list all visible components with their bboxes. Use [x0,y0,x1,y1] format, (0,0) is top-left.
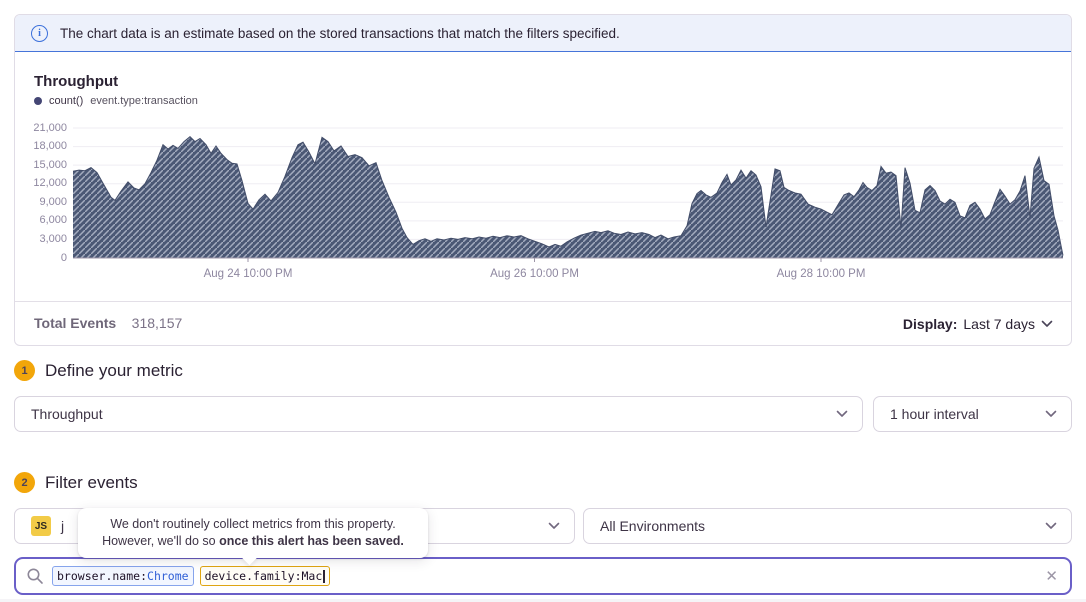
tooltip-line-1: We don't routinely collect metrics from … [110,516,396,531]
text-cursor [323,569,325,583]
environment-select-value: All Environments [600,518,706,534]
chart-legend: count() event.type:transaction [34,95,198,107]
info-icon: i [31,24,48,42]
tooltip-line-2: However, we'll do so once this alert has… [102,534,404,548]
project-select-value: JS j [15,516,64,536]
display-period-selector[interactable]: Display: Last 7 days [903,316,1053,332]
series-dot-icon [34,97,42,105]
section-define-metric: 1 Define your metric [14,360,183,381]
chart-footer: Total Events 318,157 Display: Last 7 day… [15,301,1071,346]
chevron-down-icon [836,410,848,417]
filter-token-browser-name[interactable]: browser.name: Chrome [52,566,194,586]
y-tick-label: 21,000 [33,121,67,134]
chart-plot[interactable] [72,127,1064,262]
chevron-down-icon [1041,320,1053,327]
step-2-badge: 2 [14,472,35,493]
chevron-down-icon [1045,522,1057,529]
interval-select-value: 1 hour interval [890,406,979,422]
section-1-title: Define your metric [45,360,183,380]
search-filter-input[interactable]: browser.name: Chrome device.family: Mac ✕ [14,557,1072,595]
section-2-title: Filter events [45,472,138,492]
estimate-info-banner: i The chart data is an estimate based on… [15,15,1071,52]
banner-text: The chart data is an estimate based on t… [60,25,620,41]
total-events-label: Total Events [34,315,117,331]
x-tick-label: Aug 24 10:00 PM [203,268,293,280]
y-tick-label: 15,000 [33,158,67,171]
clear-search-icon[interactable]: ✕ [1045,567,1058,585]
metric-select[interactable]: Throughput [14,396,863,432]
throughput-chart[interactable]: 21,000 18,000 15,000 12,000 9,000 6,000 3,000 0… [33,122,1064,280]
search-icon [27,568,43,584]
display-label: Display: [902,316,958,332]
y-tick-label: 3,000 [39,232,67,245]
metric-select-value: Throughput [31,406,103,422]
filter-token-device-family[interactable]: device.family: Mac [199,566,330,586]
page-divider [0,599,1086,602]
step-1-badge: 1 [14,360,35,381]
y-tick-label: 9,000 [39,195,67,208]
total-events: Total Events 318,157 [34,315,182,333]
total-events-value: 318,157 [131,315,183,331]
interval-select[interactable]: 1 hour interval [873,396,1072,432]
y-tick-label: 18,000 [33,140,67,153]
javascript-platform-icon: JS [31,516,51,536]
metrics-tooltip: We don't routinely collect metrics from … [78,508,428,558]
display-value: Last 7 days [963,316,1035,332]
chart-title: Throughput [34,73,119,90]
x-tick-label: Aug 26 10:00 PM [490,268,579,280]
section-filter-events: 2 Filter events [14,472,138,493]
environment-select[interactable]: All Environments [583,508,1072,544]
x-tick-label: Aug 28 10:00 PM [776,268,866,280]
chevron-down-icon [548,522,560,529]
legend-query: event.type:transaction [90,95,198,107]
throughput-panel: i The chart data is an estimate based on… [14,14,1072,346]
legend-aggregate: count() [49,95,84,107]
chevron-down-icon [1045,410,1057,417]
y-tick-label: 12,000 [33,177,67,190]
y-tick-label: 0 [60,251,67,264]
y-tick-label: 6,000 [39,214,67,227]
search-tokens: browser.name: Chrome device.family: Mac [52,566,1037,586]
project-name: j [61,518,65,534]
